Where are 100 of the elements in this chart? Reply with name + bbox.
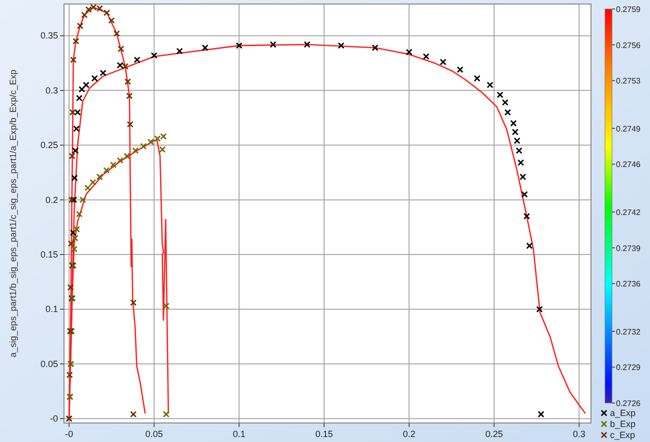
- point: [82, 82, 90, 88]
- color-bar-label: 0.2726: [616, 399, 642, 408]
- point: [70, 246, 78, 252]
- y-tick-label: 0.3: [45, 85, 58, 96]
- point: [516, 147, 522, 154]
- point: [70, 196, 78, 204]
- point: [68, 240, 74, 247]
- legend-label: a_Exp: [610, 408, 636, 418]
- point: [270, 41, 276, 48]
- y-tick-label: -0: [50, 414, 58, 424]
- y-tick-label: 0.05: [40, 358, 58, 369]
- x-tick-label: 0.2: [402, 429, 416, 439]
- point: [504, 109, 511, 116]
- point: [78, 86, 86, 93]
- point: [514, 137, 520, 144]
- color-bar-label: 0.2736: [616, 280, 642, 289]
- point: [108, 17, 115, 24]
- point: [76, 94, 83, 102]
- point: [236, 42, 242, 49]
- point: [526, 242, 533, 250]
- color-bar-label: 0.2742: [616, 208, 642, 217]
- point: [510, 120, 517, 127]
- point: [176, 48, 183, 54]
- point: [67, 284, 74, 291]
- point: [90, 179, 96, 186]
- point: [538, 410, 544, 418]
- point: [81, 12, 88, 18]
- point: [159, 146, 166, 153]
- point: [66, 372, 73, 378]
- color-bar-label: 0.2753: [616, 76, 642, 86]
- point: [338, 42, 344, 49]
- point: [202, 44, 208, 52]
- point: [140, 142, 147, 150]
- point: [104, 9, 110, 16]
- point: [536, 306, 543, 313]
- point: [124, 152, 130, 160]
- x-tick-label: 0.15: [315, 429, 333, 439]
- point: [456, 66, 464, 73]
- y-tick-label: 0.25: [40, 140, 58, 150]
- point: [134, 56, 140, 64]
- y-tick-label: 0.1: [45, 304, 58, 314]
- point: [76, 210, 83, 218]
- point: [110, 162, 117, 168]
- color-bar-label: 0.2749: [616, 124, 642, 134]
- point: [68, 196, 75, 204]
- point: [162, 302, 170, 310]
- point: [521, 191, 528, 198]
- point: [71, 174, 78, 182]
- point: [512, 128, 518, 136]
- point: [68, 152, 76, 160]
- point: [126, 92, 133, 100]
- y-axis-title: a_sig_eps_part1/b_sig_eps_part1/c_sig_eps_part1/a_Exp/b_Exp/c_Exp: [8, 70, 18, 358]
- point: [422, 53, 430, 60]
- point: [132, 147, 139, 154]
- point: [74, 109, 81, 116]
- point: [84, 184, 92, 192]
- point: [162, 410, 170, 418]
- point: [124, 78, 132, 85]
- point: [486, 82, 494, 88]
- point: [304, 41, 310, 48]
- point: [520, 174, 526, 180]
- x-tick-label: 0.05: [145, 429, 163, 439]
- color-bar-label: 0.2759: [616, 5, 642, 14]
- point: [147, 138, 154, 146]
- y-tick-label: 0.35: [40, 30, 58, 41]
- color-bar-label: 0.2746: [616, 160, 642, 170]
- point: [73, 125, 80, 132]
- point: [122, 63, 128, 70]
- x-tick-label: 0.25: [485, 429, 503, 439]
- point: [474, 75, 480, 82]
- point: [73, 226, 80, 233]
- color-bar-label: 0.2732: [616, 327, 642, 336]
- point: [126, 121, 134, 128]
- point: [103, 166, 110, 174]
- point: [502, 99, 508, 106]
- point: [91, 75, 98, 82]
- point: [130, 299, 137, 306]
- point: [72, 234, 78, 242]
- x-tick-label: 0.3: [572, 429, 586, 439]
- point: [76, 22, 84, 30]
- point: [116, 157, 124, 164]
- color-bar-label: 0.2756: [616, 40, 642, 50]
- point: [406, 48, 412, 56]
- color-bar-label: 0.2739: [616, 244, 642, 253]
- legend-label: b_Exp: [610, 419, 636, 429]
- point: [150, 52, 158, 59]
- x-tick-label: -0: [65, 429, 74, 439]
- point: [69, 109, 76, 116]
- point: [523, 212, 530, 220]
- point: [116, 62, 124, 69]
- point: [96, 174, 103, 180]
- x-tick-label: 0.1: [232, 429, 246, 439]
- legend-label: c_Exp: [610, 430, 636, 440]
- point: [70, 56, 77, 64]
- point: [118, 46, 124, 52]
- color-bar-label: 0.2729: [616, 363, 642, 372]
- y-tick-label: 0.2: [45, 194, 58, 205]
- point: [372, 44, 378, 52]
- point: [70, 229, 76, 236]
- point: [113, 30, 120, 37]
